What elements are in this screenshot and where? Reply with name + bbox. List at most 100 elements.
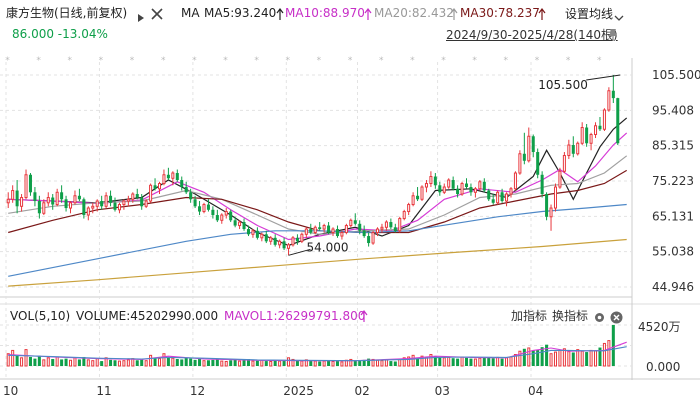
candle-body-down xyxy=(367,236,371,244)
volume-bar xyxy=(407,356,411,367)
y-tick-label: 75.223 xyxy=(652,174,694,188)
candle-body-down xyxy=(64,199,68,209)
date-range[interactable]: 2024/9/30-2025/4/28(140根) xyxy=(446,28,618,42)
close-icon[interactable] xyxy=(150,6,164,25)
candle-body-up xyxy=(122,200,126,206)
candle-body-up xyxy=(607,90,611,111)
candle-body-up xyxy=(505,193,509,202)
volume-bar xyxy=(469,358,473,366)
candle-body-up xyxy=(411,195,415,206)
candle-body-up xyxy=(6,198,10,204)
candle-body-up xyxy=(73,195,77,204)
candle-body-down xyxy=(464,183,469,188)
y-tick-label: 65.131 xyxy=(652,209,694,223)
volume-bar xyxy=(309,360,313,366)
candle-body-up xyxy=(580,127,584,144)
volume-bar xyxy=(287,357,291,367)
ma-settings-button[interactable]: 设置均线 xyxy=(565,7,614,21)
volume-bar xyxy=(367,358,371,366)
candle-body-up xyxy=(224,211,228,216)
candle-body-up xyxy=(420,186,424,200)
volume-bar xyxy=(60,359,64,366)
candle-body-up xyxy=(549,207,553,218)
candle-body-up xyxy=(220,214,224,221)
volume-bar xyxy=(411,354,415,367)
volume-bar xyxy=(585,352,589,366)
volume-bar xyxy=(269,360,273,367)
candle-body-up xyxy=(131,193,135,200)
volume-bar xyxy=(46,357,50,367)
candle-body-down xyxy=(180,180,184,188)
up-arrow-icon xyxy=(538,6,546,25)
candle-body-down xyxy=(100,201,104,207)
volume-bar xyxy=(562,348,566,367)
volume-bar xyxy=(393,361,397,366)
candle-body-up xyxy=(553,186,557,209)
volume-bar xyxy=(82,356,86,366)
candle-body-down xyxy=(393,227,397,231)
volume-bar xyxy=(175,359,179,366)
volume-bar xyxy=(206,360,210,366)
candle-body-up xyxy=(287,244,291,249)
add-indicator-button[interactable]: 加指标 xyxy=(511,309,548,323)
volume-bar xyxy=(473,358,477,367)
volume-bar xyxy=(140,359,144,366)
candle-body-up xyxy=(602,109,606,130)
up-arrow-icon xyxy=(364,6,372,25)
up-arrow-icon xyxy=(276,6,284,25)
candle-body-down xyxy=(491,199,495,203)
volume-bar xyxy=(420,355,424,367)
volume-bar xyxy=(549,353,553,367)
volume-bar xyxy=(545,344,549,366)
candle-body-up xyxy=(69,202,73,209)
candle-body-down xyxy=(335,229,339,237)
volume-bar xyxy=(513,354,517,367)
candle-body-down xyxy=(184,187,188,193)
volume-value: VOLUME:45202990.000 xyxy=(76,309,219,323)
event-star-marker: * xyxy=(68,56,73,66)
candle-body-down xyxy=(135,194,139,198)
swap-indicator-button[interactable]: 换指标 xyxy=(552,309,589,323)
candle-body-down xyxy=(246,229,250,235)
close-indicator-icon[interactable] xyxy=(610,309,623,328)
stock-title[interactable]: 康方生物(日线,前复权) xyxy=(6,6,128,20)
volume-bar xyxy=(567,351,571,367)
event-star-marker: * xyxy=(286,56,291,66)
volume-bar xyxy=(202,360,206,367)
volume-bar xyxy=(113,360,117,366)
candle-body-down xyxy=(215,215,219,221)
volume-bar xyxy=(505,357,509,367)
candle-body-up xyxy=(20,197,24,207)
candle-body-down xyxy=(327,225,331,233)
chevron-down-icon[interactable] xyxy=(614,8,624,27)
event-star-marker: * xyxy=(223,56,228,66)
volume-bar xyxy=(86,359,90,367)
high-annotation-line xyxy=(586,74,621,81)
candle-body-up xyxy=(518,153,522,174)
event-star-marker: * xyxy=(535,56,540,66)
volume-bar xyxy=(220,360,224,367)
volume-bar xyxy=(42,359,46,367)
volume-bar xyxy=(153,357,157,366)
candle-body-down xyxy=(193,199,197,207)
ma30-value: MA30:78.237 xyxy=(460,6,540,20)
play-triangle-icon[interactable] xyxy=(137,8,145,27)
volume-bar xyxy=(362,359,366,366)
candle-body-down xyxy=(51,197,55,205)
candle-body-down xyxy=(522,153,526,161)
candle-body-up xyxy=(149,184,153,202)
volume-bar xyxy=(558,349,562,367)
gear-icon[interactable] xyxy=(593,309,606,328)
volume-bar xyxy=(349,358,353,367)
volume-bar xyxy=(553,351,557,367)
candle-body-up xyxy=(55,191,59,206)
low-annotation-label: 54.000 xyxy=(307,240,349,254)
candle-body-up xyxy=(260,233,264,239)
volume-bar xyxy=(149,354,153,367)
pin-icon[interactable] xyxy=(606,27,620,46)
ma-line-ma20 xyxy=(8,155,628,235)
event-star-marker: * xyxy=(130,56,135,66)
volume-bar xyxy=(224,360,228,367)
mavol1-value: MAVOL1:26299791.800 xyxy=(224,309,366,323)
